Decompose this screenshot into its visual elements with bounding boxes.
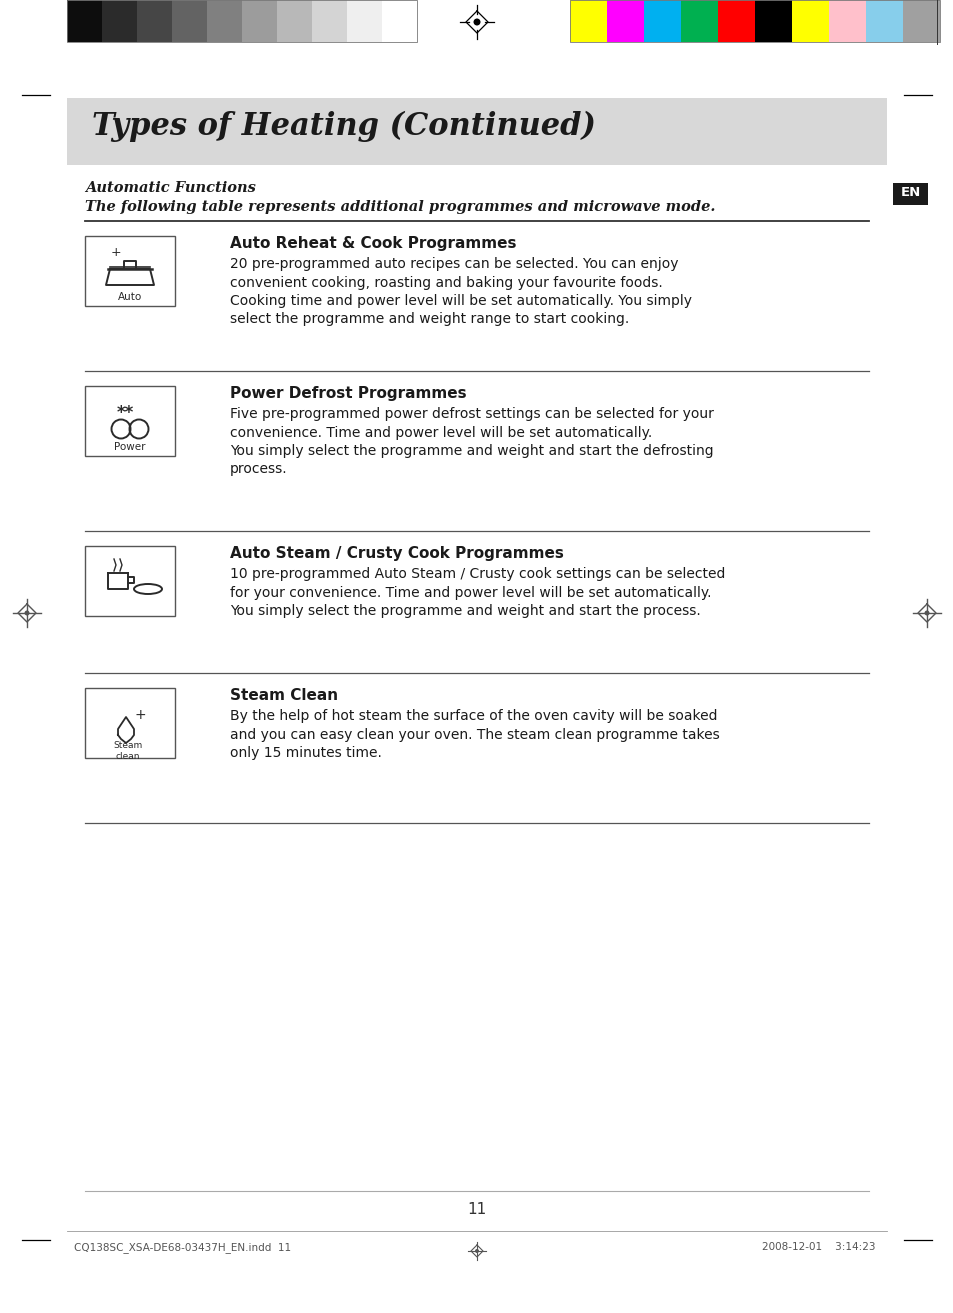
Bar (347, 0, 381, 42)
Text: By the help of hot steam the surface of the oven cavity will be soaked: By the help of hot steam the surface of … (230, 709, 717, 723)
Text: process.: process. (230, 462, 287, 477)
Text: Auto Reheat & Cook Programmes: Auto Reheat & Cook Programmes (230, 236, 516, 251)
Text: You simply select the programme and weight and start the process.: You simply select the programme and weig… (230, 604, 700, 618)
Text: Steam
clean: Steam clean (113, 742, 143, 760)
Bar (569, 0, 606, 42)
Text: convenient cooking, roasting and baking your favourite foods.: convenient cooking, roasting and baking … (230, 276, 662, 289)
Text: Five pre-programmed power defrost settings can be selected for your: Five pre-programmed power defrost settin… (230, 407, 713, 421)
Text: and you can easy clean your oven. The steam clean programme takes: and you can easy clean your oven. The st… (230, 727, 719, 742)
Text: Power: Power (114, 442, 146, 452)
Text: 20 pre-programmed auto recipes can be selected. You can enjoy: 20 pre-programmed auto recipes can be se… (230, 257, 678, 270)
Text: Types of Heating (Continued): Types of Heating (Continued) (91, 112, 596, 142)
Bar (902, 0, 939, 42)
Bar (276, 0, 312, 42)
Bar (67, 0, 102, 42)
Text: Automatic Functions: Automatic Functions (85, 181, 255, 196)
Circle shape (923, 611, 928, 616)
Text: The following table represents additional programmes and microwave mode.: The following table represents additiona… (85, 200, 715, 214)
Text: convenience. Time and power level will be set automatically.: convenience. Time and power level will b… (230, 425, 652, 440)
Bar (137, 0, 172, 42)
Bar (85, 236, 174, 306)
Bar (242, 0, 276, 42)
Bar (85, 688, 174, 758)
Bar (207, 0, 242, 42)
Text: Auto Steam / Crusty Cook Programmes: Auto Steam / Crusty Cook Programmes (230, 546, 563, 561)
Text: only 15 minutes time.: only 15 minutes time. (230, 746, 381, 760)
Bar (569, 0, 939, 42)
Circle shape (473, 18, 480, 25)
Bar (892, 183, 927, 205)
Circle shape (475, 1249, 478, 1253)
Bar (828, 0, 865, 42)
Text: 10 pre-programmed Auto Steam / Crusty cook settings can be selected: 10 pre-programmed Auto Steam / Crusty co… (230, 567, 724, 580)
Text: Power Defrost Programmes: Power Defrost Programmes (230, 386, 466, 400)
Bar (85, 546, 174, 616)
Text: 2008-12-01    3:14:23: 2008-12-01 3:14:23 (761, 1242, 875, 1253)
Text: Cooking time and power level will be set automatically. You simply: Cooking time and power level will be set… (230, 294, 691, 309)
Text: 11: 11 (467, 1201, 486, 1217)
Bar (172, 0, 207, 42)
Bar (85, 386, 174, 456)
Bar (606, 0, 643, 42)
Text: Steam Clean: Steam Clean (230, 688, 337, 702)
Text: for your convenience. Time and power level will be set automatically.: for your convenience. Time and power lev… (230, 586, 711, 600)
Bar (102, 0, 137, 42)
Text: **: ** (116, 404, 133, 421)
Text: You simply select the programme and weight and start the defrosting: You simply select the programme and weig… (230, 444, 713, 458)
Text: Auto: Auto (118, 291, 142, 302)
Bar (643, 0, 680, 42)
Text: EN: EN (900, 186, 920, 200)
Circle shape (25, 611, 30, 616)
Text: +: + (134, 708, 146, 722)
Text: +: + (111, 247, 121, 260)
Bar (67, 0, 416, 42)
Bar (680, 0, 718, 42)
Bar (718, 0, 754, 42)
Text: CQ138SC_XSA-DE68-03437H_EN.indd  11: CQ138SC_XSA-DE68-03437H_EN.indd 11 (74, 1242, 291, 1253)
Bar (381, 0, 416, 42)
Bar (67, 98, 886, 165)
Bar (312, 0, 347, 42)
Text: select the programme and weight range to start cooking.: select the programme and weight range to… (230, 312, 629, 327)
Bar (754, 0, 791, 42)
Bar (865, 0, 902, 42)
Bar (791, 0, 828, 42)
